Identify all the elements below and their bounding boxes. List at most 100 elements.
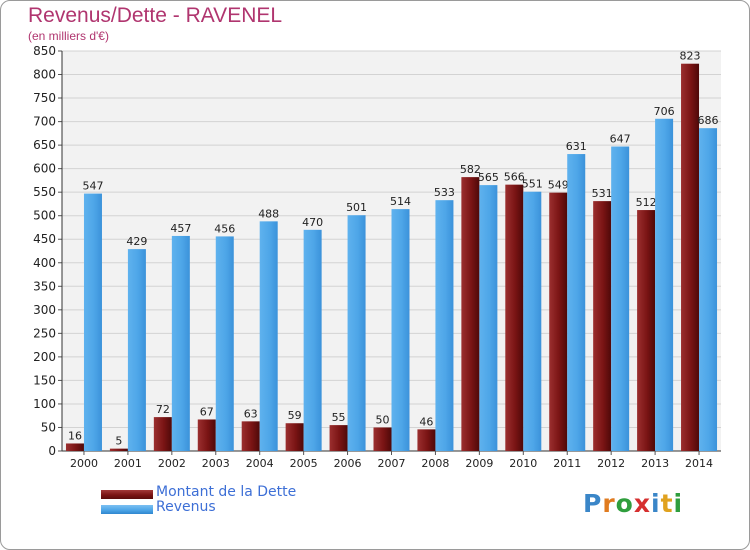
data-label-revenus: 501 (346, 201, 367, 214)
y-tick-label: 300 (33, 303, 56, 317)
bar-dette (637, 210, 656, 451)
legend-swatch-dette (101, 490, 153, 499)
logo-letter: i (651, 489, 661, 518)
data-label-revenus: 488 (258, 207, 279, 220)
y-tick-label: 650 (33, 138, 56, 152)
data-label-revenus: 551 (522, 178, 543, 191)
chart-subtitle: (en milliers d'€) (28, 29, 109, 43)
y-tick-label: 200 (33, 350, 56, 364)
logo-letter: t (660, 489, 674, 518)
x-tick-label: 2011 (553, 457, 581, 470)
data-label-dette: 46 (419, 415, 433, 428)
x-tick-label: 2000 (70, 457, 98, 470)
y-tick-label: 550 (33, 185, 56, 199)
bar-revenus (83, 193, 102, 451)
x-tick-label: 2010 (509, 457, 537, 470)
data-label-revenus: 631 (566, 140, 587, 153)
data-label-revenus: 547 (82, 180, 103, 193)
y-tick-label: 800 (33, 68, 56, 82)
bar-dette (549, 192, 568, 451)
data-label-dette: 531 (592, 187, 613, 200)
bar-dette (417, 429, 436, 451)
bar-revenus (171, 235, 190, 451)
x-tick-label: 2007 (378, 457, 406, 470)
data-label-dette: 50 (376, 413, 390, 426)
bar-dette (681, 63, 700, 452)
data-label-revenus: 647 (610, 133, 631, 146)
y-tick-label: 450 (33, 232, 56, 246)
bar-dette (285, 423, 304, 451)
bar-revenus (479, 185, 498, 451)
chart-title: Revenus/Dette - RAVENEL (28, 4, 283, 27)
bar-revenus (259, 221, 278, 451)
data-label-dette: 823 (680, 50, 701, 63)
bar-revenus (523, 191, 542, 452)
x-tick-label: 2008 (421, 457, 449, 470)
data-label-revenus: 470 (302, 216, 323, 229)
logo-letter: x (633, 489, 651, 518)
bar-dette (153, 417, 172, 451)
bar-revenus (435, 200, 454, 451)
y-tick-label: 500 (33, 209, 56, 223)
x-tick-label: 2009 (465, 457, 493, 470)
x-tick-label: 2012 (597, 457, 625, 470)
y-tick-label: 400 (33, 256, 56, 270)
data-label-revenus: 514 (390, 195, 411, 208)
bar-dette (109, 448, 128, 451)
y-tick-label: 250 (33, 326, 56, 340)
legend-label-dette: Montant de la Dette (156, 484, 297, 500)
logo-letter: r (602, 489, 616, 518)
proxiti-logo: Proxiti (583, 489, 683, 518)
data-label-revenus: 706 (654, 105, 675, 118)
y-tick-label: 150 (33, 373, 56, 387)
bar-revenus (303, 229, 322, 451)
bar-dette (241, 421, 260, 451)
y-tick-label: 50 (41, 420, 56, 434)
data-label-dette: 582 (460, 163, 481, 176)
y-tick-label: 850 (33, 44, 56, 58)
x-tick-label: 2003 (202, 457, 230, 470)
x-tick-label: 2005 (290, 457, 318, 470)
y-tick-label: 0 (48, 444, 56, 458)
data-label-dette: 72 (156, 403, 170, 416)
bar-dette (505, 184, 524, 451)
x-tick-label: 2014 (685, 457, 713, 470)
bar-dette (461, 177, 480, 451)
x-tick-label: 2002 (158, 457, 186, 470)
logo-letter: P (583, 489, 603, 518)
y-tick-label: 750 (33, 91, 56, 105)
y-tick-label: 700 (33, 115, 56, 129)
bar-dette (373, 427, 392, 451)
bar-revenus (347, 215, 366, 451)
x-tick-label: 2004 (246, 457, 274, 470)
data-label-dette: 16 (68, 429, 82, 442)
data-label-revenus: 457 (170, 222, 191, 235)
y-tick-label: 100 (33, 397, 56, 411)
bar-revenus (699, 128, 718, 452)
x-tick-label: 2006 (334, 457, 362, 470)
data-label-dette: 63 (244, 407, 258, 420)
data-label-revenus: 429 (126, 235, 147, 248)
bar-dette (65, 443, 84, 451)
logo-letter: o (615, 489, 634, 518)
data-label-dette: 55 (332, 411, 346, 424)
bar-revenus (127, 249, 146, 451)
y-tick-label: 350 (33, 279, 56, 293)
data-label-dette: 59 (288, 409, 302, 422)
data-label-dette: 512 (636, 196, 657, 209)
bar-revenus (611, 146, 630, 451)
data-label-dette: 566 (504, 171, 525, 184)
bar-dette (593, 201, 612, 451)
bar-revenus (655, 118, 674, 451)
data-label-dette: 5 (115, 435, 122, 448)
bar-revenus (215, 236, 234, 451)
y-tick-label: 600 (33, 162, 56, 176)
data-label-revenus: 456 (214, 222, 235, 235)
data-label-revenus: 565 (478, 171, 499, 184)
legend-label-revenus: Revenus (156, 499, 216, 515)
data-label-dette: 549 (548, 179, 569, 192)
legend-swatch-revenus (101, 505, 153, 514)
data-label-dette: 67 (200, 405, 214, 418)
